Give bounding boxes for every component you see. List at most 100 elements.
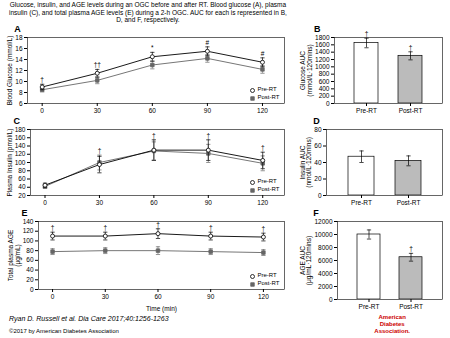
svg-text:†: † — [40, 76, 44, 83]
svg-text:90: 90 — [207, 293, 215, 300]
svg-text:D: D — [313, 117, 320, 126]
svg-text:140: 140 — [23, 218, 34, 225]
svg-text:Pre-RT: Pre-RT — [258, 86, 278, 92]
svg-text:†: † — [409, 44, 413, 51]
svg-text:90: 90 — [205, 199, 213, 206]
svg-text:30: 30 — [96, 199, 104, 206]
svg-text:0: 0 — [326, 100, 330, 107]
svg-text:0: 0 — [43, 199, 47, 206]
svg-text:120: 120 — [257, 199, 268, 206]
svg-text:Pre-RT: Pre-RT — [359, 303, 380, 310]
svg-text:100: 100 — [23, 237, 34, 244]
svg-text:††: †† — [94, 61, 102, 68]
svg-text:12: 12 — [15, 67, 23, 74]
svg-text:†: † — [98, 147, 102, 154]
svg-text:AGE AUC(μg/mL·120mins): AGE AUC(μg/mL·120mins) — [299, 236, 314, 285]
svg-text:Pre-RT: Pre-RT — [258, 178, 278, 184]
svg-text:12000: 12000 — [314, 218, 332, 225]
svg-text:Plasma Insulin (pmol/L): Plasma Insulin (pmol/L) — [6, 129, 14, 197]
svg-text:F: F — [313, 209, 319, 218]
svg-text:80: 80 — [18, 167, 26, 174]
svg-text:140: 140 — [15, 142, 26, 149]
svg-text:6000: 6000 — [318, 257, 333, 264]
svg-text:120: 120 — [257, 107, 268, 114]
svg-text:120: 120 — [23, 227, 34, 234]
svg-text:60: 60 — [154, 293, 162, 300]
svg-text:400: 400 — [319, 85, 330, 92]
svg-text:90: 90 — [204, 107, 212, 114]
svg-text:Post-RT: Post-RT — [399, 107, 423, 114]
svg-text:E: E — [22, 209, 28, 218]
svg-text:8000: 8000 — [318, 244, 333, 251]
svg-text:40: 40 — [18, 183, 26, 190]
svg-text:6: 6 — [19, 100, 23, 107]
svg-text:1600: 1600 — [315, 41, 330, 48]
svg-text:80: 80 — [314, 126, 322, 133]
svg-text:10: 10 — [15, 78, 23, 85]
svg-text:Pre-RT: Pre-RT — [356, 107, 377, 114]
svg-text:†: † — [206, 132, 210, 139]
svg-text:†: † — [51, 224, 55, 231]
svg-text:Post-RT: Post-RT — [397, 199, 421, 206]
svg-text:0: 0 — [329, 296, 333, 303]
svg-text:180: 180 — [15, 126, 26, 133]
svg-text:†: † — [365, 30, 369, 37]
svg-text:#: # — [206, 39, 210, 46]
svg-text:18: 18 — [15, 34, 23, 41]
svg-text:20: 20 — [26, 276, 34, 283]
svg-text:20: 20 — [314, 175, 322, 182]
svg-text:120: 120 — [258, 293, 269, 300]
svg-text:100: 100 — [15, 159, 26, 166]
svg-text:B: B — [314, 25, 321, 34]
svg-text:40: 40 — [314, 159, 322, 166]
svg-text:†: † — [156, 221, 160, 228]
svg-text:0: 0 — [30, 286, 34, 293]
svg-text:10000: 10000 — [314, 231, 332, 238]
svg-text:†: † — [409, 245, 413, 252]
svg-text:600: 600 — [319, 78, 330, 85]
svg-text:Post-RT: Post-RT — [258, 280, 280, 286]
svg-text:†: † — [261, 144, 265, 151]
svg-text:Post-RT: Post-RT — [399, 303, 423, 310]
svg-text:Post-RT: Post-RT — [258, 186, 280, 192]
svg-text:*: * — [151, 44, 154, 51]
svg-text:200: 200 — [319, 92, 330, 99]
svg-text:60: 60 — [26, 256, 34, 263]
svg-text:2000: 2000 — [318, 283, 333, 290]
svg-text:1200: 1200 — [315, 56, 330, 63]
svg-text:A: A — [14, 25, 21, 34]
svg-text:Time (min): Time (min) — [146, 305, 177, 313]
svg-text:0: 0 — [51, 293, 55, 300]
svg-text:160: 160 — [15, 134, 26, 141]
svg-text:Blood Glucose (mmol/L): Blood Glucose (mmol/L) — [6, 36, 14, 106]
svg-text:Glucose AUC(mmol/L·120mins): Glucose AUC(mmol/L·120mins) — [299, 44, 314, 96]
svg-text:30: 30 — [94, 107, 102, 114]
svg-text:60: 60 — [18, 175, 26, 182]
svg-text:Pre-RT: Pre-RT — [351, 199, 372, 206]
svg-text:60: 60 — [149, 107, 157, 114]
svg-text:#: # — [261, 50, 265, 57]
svg-text:30: 30 — [102, 293, 110, 300]
svg-text:Total plasma AGE(μg/mL): Total plasma AGE(μg/mL) — [7, 229, 22, 281]
svg-text:80: 80 — [26, 247, 34, 254]
svg-text:0: 0 — [40, 107, 44, 114]
svg-text:16: 16 — [15, 45, 23, 52]
svg-text:800: 800 — [319, 70, 330, 77]
svg-text:60: 60 — [314, 142, 322, 149]
svg-text:Insulin AUC(nmol/L·120mins): Insulin AUC(nmol/L·120mins) — [299, 137, 314, 188]
svg-text:0: 0 — [318, 192, 322, 199]
svg-text:4000: 4000 — [318, 270, 333, 277]
svg-text:60: 60 — [150, 199, 158, 206]
svg-text:1000: 1000 — [315, 63, 330, 70]
svg-text:1800: 1800 — [315, 34, 330, 41]
svg-text:†: † — [152, 132, 156, 139]
svg-text:1400: 1400 — [315, 48, 330, 55]
svg-text:†: † — [262, 225, 266, 232]
svg-text:†: † — [103, 224, 107, 231]
svg-text:20: 20 — [18, 192, 26, 199]
svg-text:C: C — [14, 117, 21, 126]
svg-text:8: 8 — [19, 89, 23, 96]
svg-text:40: 40 — [26, 266, 34, 273]
svg-text:Pre-RT: Pre-RT — [258, 272, 278, 278]
svg-text:120: 120 — [15, 150, 26, 157]
